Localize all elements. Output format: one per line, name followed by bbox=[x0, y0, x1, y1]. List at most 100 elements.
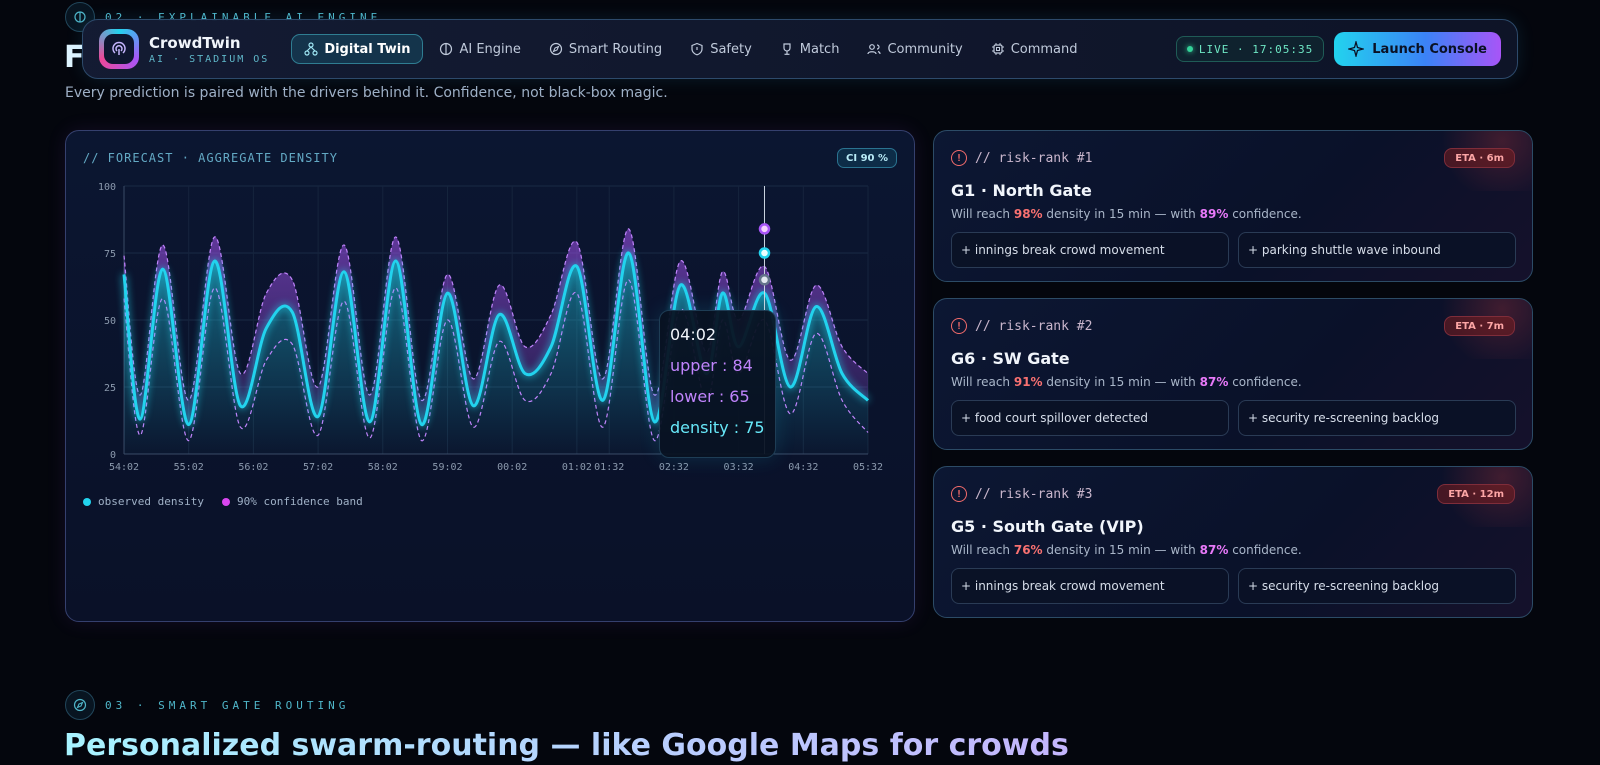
risk-rank-label: // risk-rank #1 bbox=[975, 150, 1093, 166]
upper-bound-line bbox=[123, 228, 869, 402]
x-tick-label: 57:02 bbox=[303, 462, 333, 473]
live-clock-badge: LIVE · 17:05:35 bbox=[1175, 36, 1325, 62]
x-tick-label: 01:32 bbox=[594, 462, 624, 473]
tooltip-density: density : 75 bbox=[670, 418, 765, 437]
nav-item-smart-routing[interactable]: Smart Routing bbox=[537, 34, 674, 64]
nav-item-safety[interactable]: Safety bbox=[678, 34, 764, 64]
nav-item-label: Match bbox=[799, 41, 840, 57]
chart-title: // FORECAST · AGGREGATE DENSITY bbox=[83, 151, 338, 165]
risk-card-1[interactable]: ! // risk-rank #1 ETA · 6m G1 · North Ga… bbox=[933, 130, 1533, 282]
eta-badge: ETA · 12m bbox=[1437, 484, 1515, 504]
nav-item-ai-engine[interactable]: AI Engine bbox=[427, 34, 532, 64]
nav-item-label: Smart Routing bbox=[568, 41, 663, 57]
risk-card-3[interactable]: ! // risk-rank #3 ETA · 12m G5 · South G… bbox=[933, 466, 1533, 618]
density-percent: 76% bbox=[1013, 543, 1043, 557]
legend-swatch bbox=[83, 497, 91, 506]
hover-marker-density bbox=[758, 247, 771, 259]
tooltip-lower: lower : 65 bbox=[670, 387, 750, 406]
trophy-icon bbox=[783, 43, 791, 55]
brain-icon bbox=[65, 2, 95, 32]
legend-item-confidence[interactable]: 90% confidence band bbox=[221, 495, 363, 508]
x-tick-label: 03:32 bbox=[724, 462, 754, 473]
cpu-icon bbox=[991, 43, 1004, 55]
driver-chip[interactable]: + security re-screening backlog bbox=[1238, 400, 1516, 436]
nav-item-label: Command bbox=[1010, 41, 1078, 57]
desc-text: confidence. bbox=[1232, 207, 1302, 221]
driver-chip[interactable]: + innings break crowd movement bbox=[951, 568, 1229, 604]
legend-label: observed density bbox=[98, 495, 204, 508]
confidence-percent: 89% bbox=[1199, 207, 1229, 221]
density-percent: 91% bbox=[1013, 375, 1043, 389]
ci-badge: CI 90 % bbox=[837, 148, 897, 168]
gate-title: G1 · North Gate bbox=[951, 181, 1092, 200]
compass-icon bbox=[549, 42, 562, 56]
x-tick-label: 01:02 bbox=[562, 462, 592, 473]
brand[interactable]: CrowdTwin AI · STADIUM OS bbox=[99, 29, 269, 69]
legend-item-observed[interactable]: observed density bbox=[83, 495, 204, 508]
section-title: Personalized swarm-routing — like Google… bbox=[64, 728, 1069, 763]
chart-legend: observed density 90% confidence band bbox=[83, 495, 363, 508]
nav-item-label: AI Engine bbox=[459, 41, 521, 57]
eta-badge: ETA · 7m bbox=[1444, 316, 1515, 336]
network-icon bbox=[304, 42, 318, 56]
y-tick-label: 100 bbox=[98, 182, 116, 193]
risk-rank-label: // risk-rank #3 bbox=[975, 486, 1093, 502]
driver-chip[interactable]: + food court spillover detected bbox=[951, 400, 1229, 436]
users-icon bbox=[867, 44, 882, 55]
risk-rank-header: ! // risk-rank #1 bbox=[951, 150, 1092, 166]
confidence-percent: 87% bbox=[1199, 543, 1229, 557]
alert-icon: ! bbox=[951, 486, 967, 502]
density-chart[interactable]: 0 25 50 75 100 54:02 55:02 56:02 57:02 58:02 59:02… bbox=[66, 131, 916, 491]
driver-chip[interactable]: + parking shuttle wave inbound bbox=[1238, 232, 1516, 268]
nav-item-command[interactable]: Command bbox=[979, 34, 1090, 64]
risk-rank-header: ! // risk-rank #2 bbox=[951, 318, 1092, 334]
brand-subtitle: AI · STADIUM OS bbox=[149, 53, 270, 65]
launch-console-button[interactable]: Launch Console bbox=[1334, 32, 1501, 66]
legend-label: 90% confidence band bbox=[236, 495, 363, 508]
alert-icon: ! bbox=[951, 318, 967, 334]
risk-rank-label: // risk-rank #2 bbox=[975, 318, 1093, 334]
nav-item-community[interactable]: Community bbox=[855, 34, 974, 64]
shield-icon bbox=[691, 42, 703, 56]
top-navbar: CrowdTwin AI · STADIUM OS Digital Twin A… bbox=[82, 19, 1518, 79]
nav-item-digital-twin[interactable]: Digital Twin bbox=[291, 34, 424, 64]
forecast-panel: // FORECAST · AGGREGATE DENSITY CI 90 % … bbox=[65, 130, 915, 622]
sparkle-icon bbox=[1348, 41, 1365, 57]
desc-text: confidence. bbox=[1232, 543, 1302, 557]
x-tick-label: 54:02 bbox=[109, 462, 139, 473]
tooltip-upper: upper : 84 bbox=[670, 356, 753, 375]
x-tick-label: 02:32 bbox=[659, 462, 689, 473]
y-tick-label: 25 bbox=[104, 383, 116, 394]
section-tag-label: 03 · SMART GATE ROUTING bbox=[105, 698, 350, 712]
eta-badge: ETA · 6m bbox=[1444, 148, 1515, 168]
y-tick-label: 75 bbox=[104, 249, 116, 260]
x-tick-label: 00:02 bbox=[497, 462, 527, 473]
brand-name: CrowdTwin bbox=[149, 33, 241, 52]
brain-icon bbox=[440, 42, 453, 56]
risk-description: Will reach 98% density in 15 min — with … bbox=[951, 207, 1302, 221]
driver-chip[interactable]: + security re-screening backlog bbox=[1238, 568, 1516, 604]
desc-text: Will reach bbox=[951, 207, 1011, 221]
y-tick-label: 0 bbox=[110, 450, 116, 461]
x-tick-label: 55:02 bbox=[174, 462, 204, 473]
tooltip-time: 04:02 bbox=[670, 325, 717, 344]
gate-title: G5 · South Gate (VIP) bbox=[951, 517, 1144, 536]
x-tick-label: 56:02 bbox=[238, 462, 268, 473]
confidence-percent: 87% bbox=[1199, 375, 1229, 389]
nav-item-match[interactable]: Match bbox=[768, 34, 852, 64]
compass-icon bbox=[65, 690, 95, 720]
chart-tooltip: 04:02 upper : 84 lower : 65 density : 75 bbox=[659, 310, 776, 458]
nav-item-label: Digital Twin bbox=[324, 41, 411, 57]
desc-text: density in 15 min — with bbox=[1046, 375, 1196, 389]
x-tick-label: 04:32 bbox=[788, 462, 818, 473]
risk-card-2[interactable]: ! // risk-rank #2 ETA · 7m G6 · SW Gate … bbox=[933, 298, 1533, 450]
observed-density-line bbox=[122, 251, 870, 427]
section-tag-routing: 03 · SMART GATE ROUTING bbox=[65, 690, 349, 720]
hover-marker-upper bbox=[758, 223, 771, 235]
driver-chip[interactable]: + innings break crowd movement bbox=[951, 232, 1229, 268]
alert-icon: ! bbox=[951, 150, 967, 166]
x-tick-label: 58:02 bbox=[368, 462, 398, 473]
live-dot-icon bbox=[1186, 46, 1193, 52]
desc-text: density in 15 min — with bbox=[1046, 207, 1196, 221]
legend-swatch bbox=[221, 497, 230, 506]
